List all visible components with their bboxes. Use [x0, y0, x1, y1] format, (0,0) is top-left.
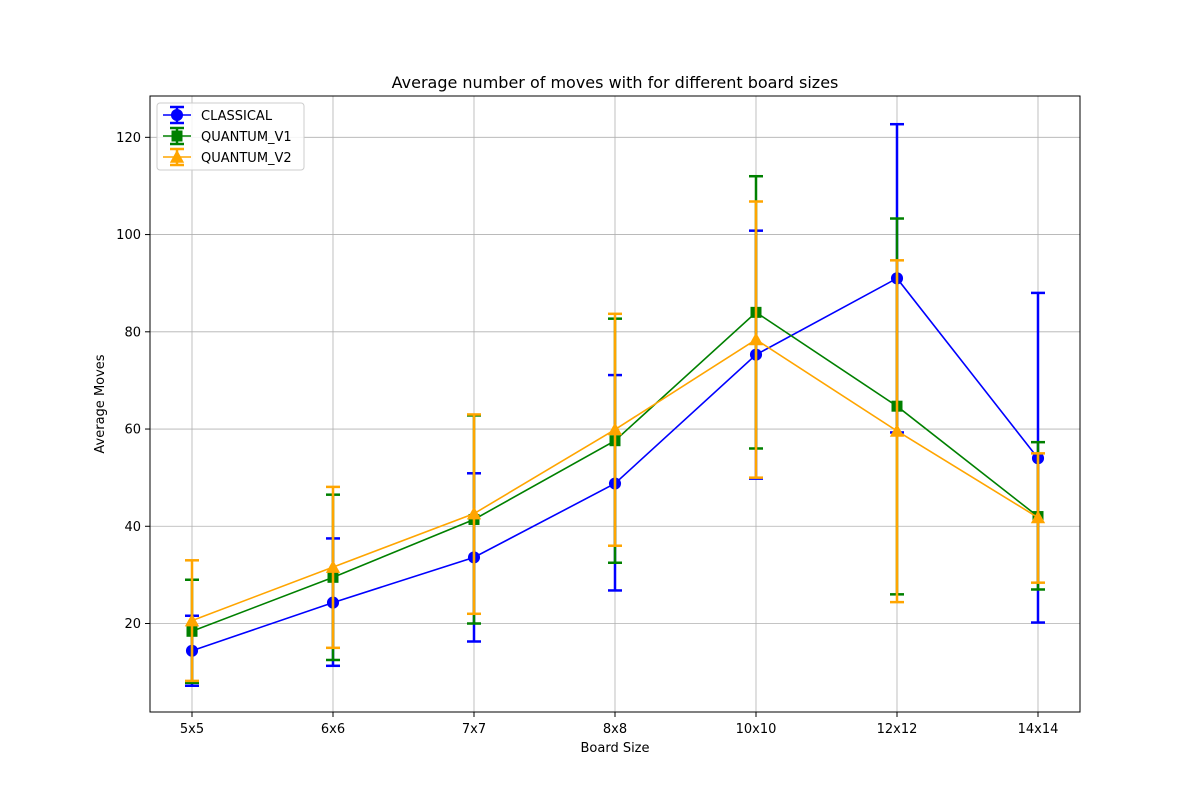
legend-label: QUANTUM_V2	[201, 151, 292, 166]
x-tick-label: 12x12	[877, 722, 918, 737]
y-tick-label: 120	[116, 131, 141, 146]
series-layer	[184, 122, 1046, 687]
legend-item: QUANTUM_V2	[163, 147, 292, 167]
data-point	[607, 422, 623, 436]
series-quantum-v2	[184, 200, 1046, 683]
x-tick-label: 10x10	[736, 722, 777, 737]
data-point	[1030, 510, 1046, 524]
y-tick-label: 20	[124, 617, 141, 632]
y-tick-label: 100	[116, 228, 141, 243]
x-tick-label: 8x8	[603, 722, 627, 737]
legend-marker	[170, 108, 184, 122]
data-point	[325, 559, 341, 573]
legend-label: QUANTUM_V1	[201, 130, 292, 145]
x-tick-label: 14x14	[1018, 722, 1059, 737]
data-point	[184, 613, 200, 627]
x-axis-label: Board Size	[580, 741, 649, 756]
data-point	[466, 506, 482, 520]
y-tick-label: 40	[124, 520, 141, 535]
chart-title: Average number of moves with for differe…	[392, 73, 839, 92]
data-point	[889, 423, 905, 437]
axes: 5x5 6x6 7x7 8x8 10x10 12x12 14x14 20 40 60 80 100 12…	[116, 131, 1058, 737]
legend-item: QUANTUM_V1	[163, 126, 292, 146]
data-point	[748, 332, 764, 346]
x-tick-label: 7x7	[462, 722, 486, 737]
legend-box	[156, 102, 305, 171]
y-tick-label: 80	[124, 325, 141, 340]
legend-marker	[171, 130, 183, 142]
legend-marker	[169, 149, 185, 163]
legend-label: CLASSICAL	[201, 109, 273, 124]
y-axis-label: Average Moves	[93, 354, 108, 453]
legend-item: CLASSICAL	[163, 105, 273, 125]
legend: CLASSICAL QUANTUM_V1 QUANTUM_V2	[156, 102, 305, 171]
x-tick-label: 6x6	[321, 722, 345, 737]
x-tick-label: 5x5	[180, 722, 204, 737]
y-tick-label: 60	[124, 423, 141, 438]
